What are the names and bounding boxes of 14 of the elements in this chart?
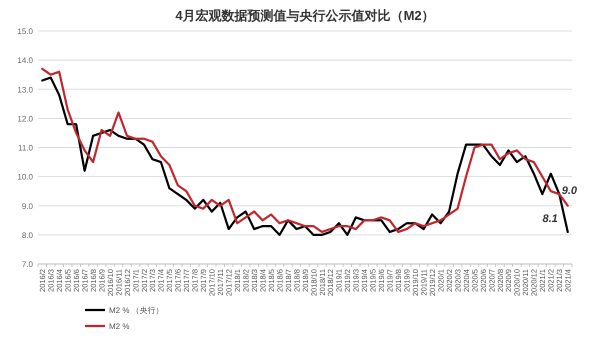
y-tick-label: 12.0 [17, 114, 34, 124]
y-tick-label: 15.0 [17, 27, 34, 36]
y-tick-label: 11.0 [18, 144, 34, 152]
chart-title: 4月宏观数据预测值与央行公示值对比（M2） [175, 8, 435, 23]
y-tick-label: 10.0 [17, 172, 34, 182]
annotation: 9.0 [562, 184, 578, 197]
y-tick-label: 14.0 [17, 56, 34, 66]
legend-label: M2 % [109, 322, 130, 331]
legend-label: M2 % （央行） [109, 306, 164, 315]
y-tick-label: 9.0 [22, 202, 34, 211]
y-tick-label: 13.0 [17, 85, 34, 94]
y-tick-label: 7.0 [22, 260, 34, 269]
annotation: 8.1 [542, 212, 558, 225]
y-tick-label: 8.0 [22, 230, 34, 240]
